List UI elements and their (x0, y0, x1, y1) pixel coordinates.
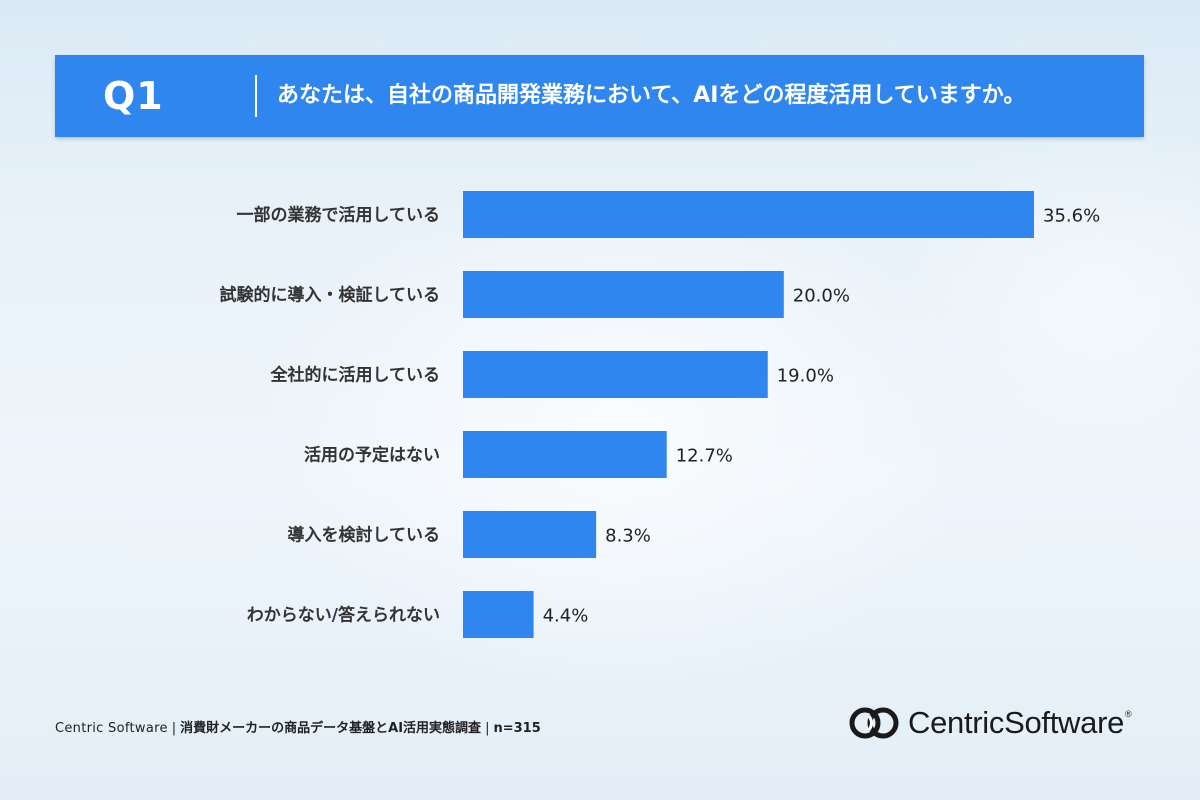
question-number: Q1 (103, 74, 164, 118)
category-label-5: 導入を検討している (288, 525, 441, 546)
logo-wordmark: CentricSoftware® (908, 705, 1132, 741)
footer-survey-title: 消費財メーカーの商品データ基盤とAI活用実態調査 (180, 721, 482, 736)
header-divider (255, 75, 257, 117)
category-label-3: 全社的に活用している (270, 365, 441, 386)
bar-6 (463, 591, 534, 638)
logo-trademark: ® (1125, 709, 1132, 719)
value-label-6: 4.4% (543, 606, 589, 627)
footer-separator-1: | (171, 721, 177, 736)
value-label-5: 8.3% (605, 526, 651, 547)
bar-chart: 一部の業務で活用している 35.6% 試験的に導入・検証している 20.0% 全社的に活… (220, 191, 1100, 638)
centric-software-logo: CentricSoftware® (848, 703, 1132, 743)
footer-separator-2: | (485, 721, 490, 736)
footer-source: Centric Software | 消費財メーカーの商品データ基盤とAI活用実態調… (55, 717, 541, 736)
category-label-6: わからない/答えられない (247, 605, 440, 626)
question-text: あなたは、自社の商品開発業務において、AIをどの程度活用していますか。 (277, 83, 1026, 108)
footer-sample-size: n=315 (493, 721, 541, 736)
value-label-4: 12.7% (676, 446, 733, 467)
bar-3 (463, 351, 768, 398)
value-label-3: 19.0% (777, 366, 834, 387)
category-label-1: 一部の業務で活用している (237, 205, 441, 226)
bar-1 (463, 191, 1034, 238)
category-label-2: 試験的に導入・検証している (220, 285, 441, 306)
centric-logo-icon (849, 707, 899, 739)
category-label-4: 活用の予定はない (304, 445, 440, 466)
footer-company: Centric Software (55, 721, 168, 736)
bar-2 (463, 271, 784, 318)
value-label-1: 35.6% (1043, 206, 1100, 227)
bar-4 (463, 431, 667, 478)
value-label-2: 20.0% (793, 286, 850, 307)
bar-5 (463, 511, 597, 558)
logo-brand-text: CentricSoftware (908, 705, 1125, 740)
question-header: Q1 あなたは、自社の商品開発業務において、AIをどの程度活用していますか。 (55, 55, 1144, 137)
